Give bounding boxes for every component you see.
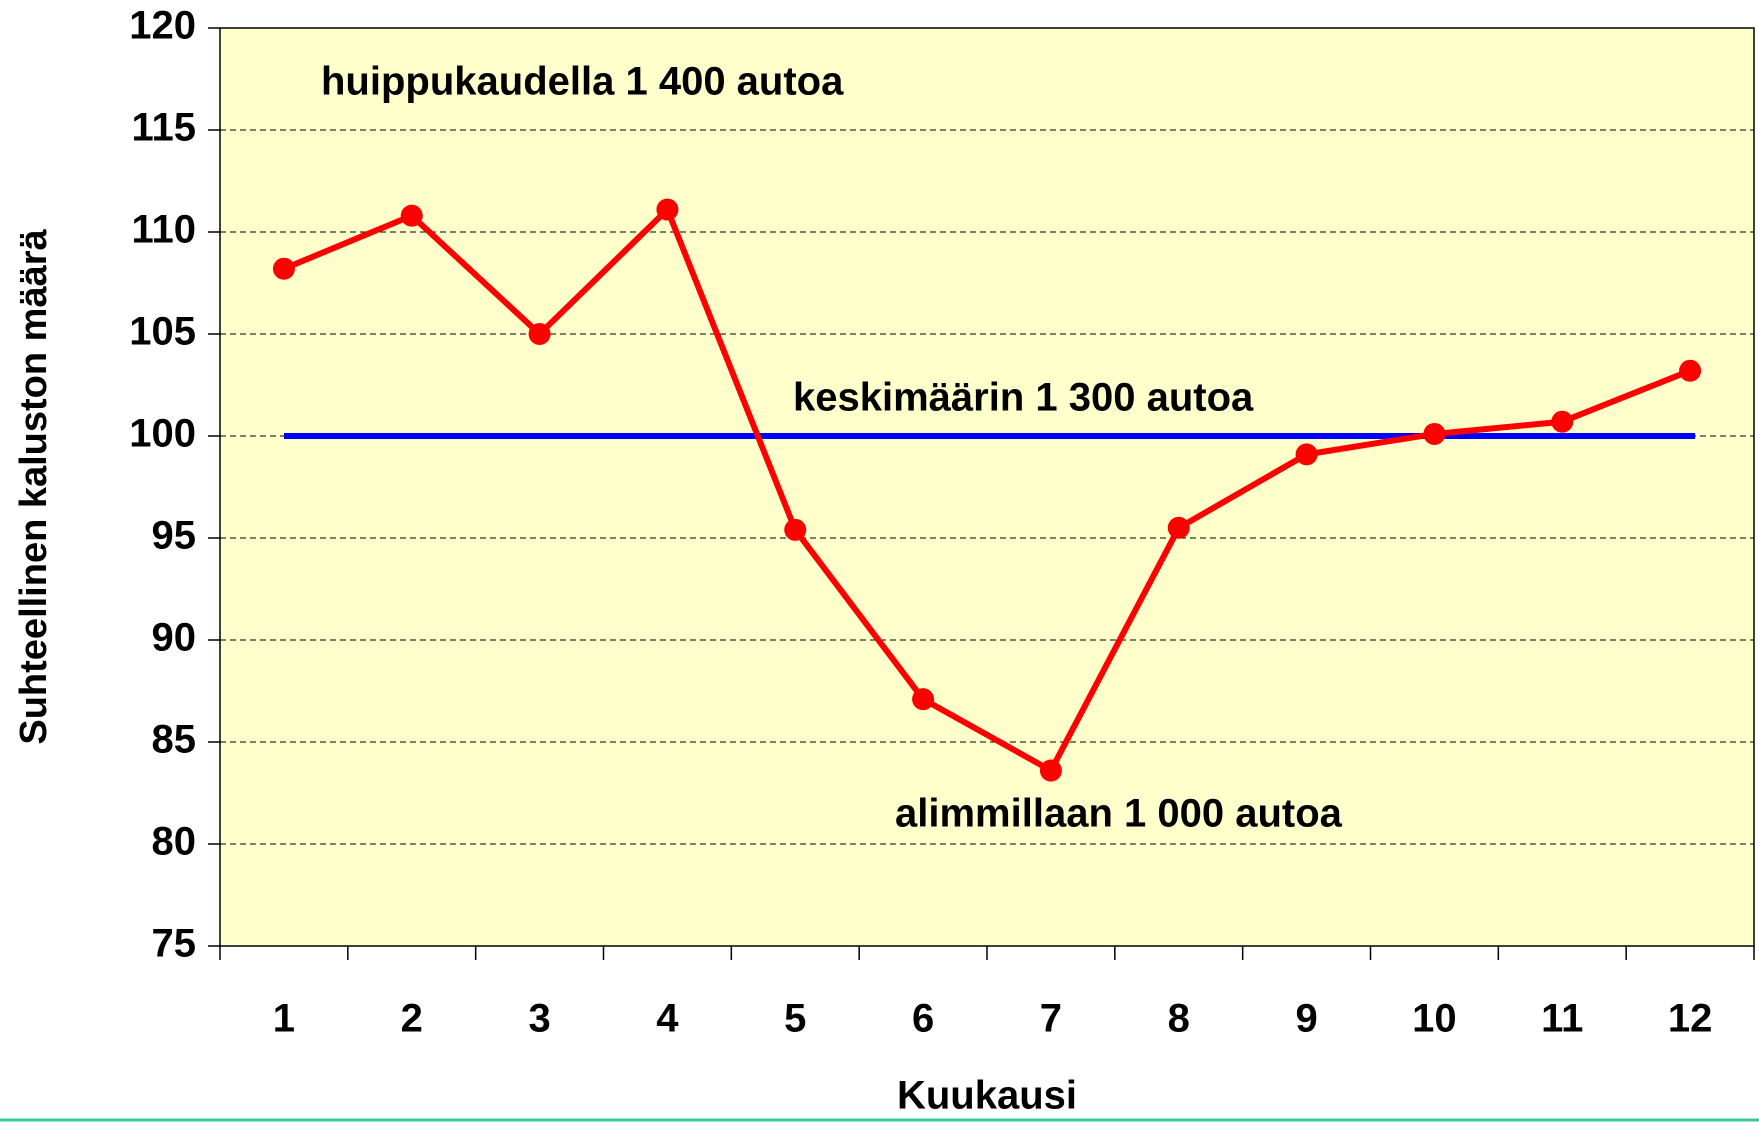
x-tick-label: 5 (784, 997, 806, 1041)
point (1295, 443, 1318, 466)
point (1551, 410, 1574, 433)
y-tick-label: 100 (129, 412, 196, 456)
plot-area (219, 27, 1755, 947)
x-tick-label: 8 (1168, 997, 1190, 1041)
x-tick-label: 3 (528, 997, 550, 1041)
annotation: huippukaudella 1 400 autoa (321, 60, 844, 104)
y-tick-label: 115 (131, 106, 196, 150)
point (400, 204, 423, 227)
y-tick-label: 80 (152, 820, 197, 864)
series-line (282, 206, 1692, 774)
point (272, 257, 295, 280)
x-tick-label: 6 (912, 997, 934, 1041)
x-tick-label: 2 (401, 997, 423, 1041)
x-axis-label: Kuukausi (897, 1074, 1077, 1118)
x-tick-label: 11 (1541, 997, 1583, 1041)
point (784, 518, 807, 541)
point (1167, 516, 1190, 539)
y-tick-label: 85 (152, 718, 197, 762)
y-tick-label: 110 (131, 208, 196, 252)
annotation: alimmillaan 1 000 autoa (895, 792, 1343, 836)
y-tick-label: 105 (129, 310, 196, 354)
point (656, 198, 679, 221)
point (1039, 759, 1062, 782)
annotation: keskimäärin 1 300 autoa (793, 376, 1254, 420)
x-tick-label: 1 (273, 997, 295, 1041)
point (912, 688, 935, 711)
x-tick-label: 7 (1040, 997, 1062, 1041)
x-tick-label: 9 (1295, 997, 1317, 1041)
x-tick-label: 4 (656, 997, 679, 1041)
point (528, 323, 551, 345)
x-tick-label: 12 (1668, 997, 1713, 1041)
x-tick-label: 10 (1412, 997, 1457, 1041)
y-tick-label: 75 (152, 922, 197, 966)
y-axis-label: Suhteellinen kaluston määrä (13, 229, 55, 745)
y-tick-label: 90 (152, 616, 197, 660)
y-tick-label: 95 (152, 514, 197, 558)
y-tick-label: 120 (129, 4, 196, 48)
point (1423, 422, 1446, 445)
point (1679, 359, 1702, 382)
